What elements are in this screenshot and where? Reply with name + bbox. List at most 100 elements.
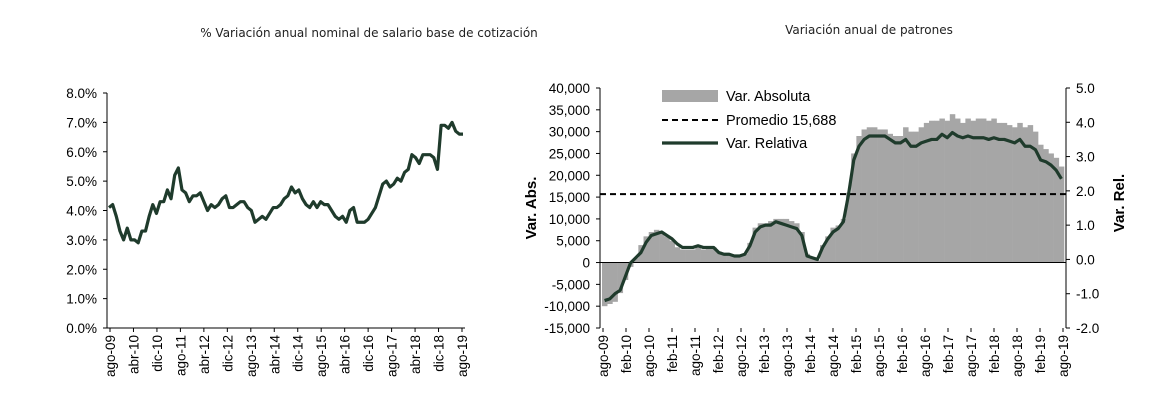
right-chart-y-tick-label: -15,000 [544,321,590,336]
right-chart-x-tick-label: ago-11 [688,335,703,376]
absolute-variation-bar [949,114,956,263]
absolute-variation-bar [726,253,733,263]
absolute-variation-bar [877,129,883,263]
left-y-tick-label: 7.0% [66,115,97,130]
right-chart-y2-tick-label: 5.0 [1076,81,1095,96]
absolute-variation-bar [742,253,748,263]
right-chart-x-tick-label: ago-13 [780,335,795,377]
left-y-tick-label: 4.0% [66,204,97,219]
absolute-variation-bar [980,118,987,263]
right-chart-x-tick-label: feb-17 [941,335,956,373]
legend-label-bars: Var. Absoluta [726,89,811,105]
right-chart-y-tick-label: 25,000 [549,146,590,161]
absolute-variation-bar [975,118,982,263]
right-chart-y-tick-label: 15,000 [549,190,590,205]
left-x-tick-label: abr-18 [408,335,423,374]
absolute-variation-bar [851,153,857,263]
right-chart-x-tick-label: ago-09 [596,335,611,377]
absolute-variation-bar [736,256,743,263]
left-y-tick-label: 3.0% [66,233,97,248]
absolute-variation-bar [612,262,618,302]
absolute-variation-bar [845,192,852,263]
left-x-tick-label: dic-18 [432,335,447,372]
right-chart-x-tick-label: ago-17 [964,335,979,377]
right-chart-y2-tick-label: -2.0 [1076,321,1099,336]
right-chart-y-tick-label: 20,000 [549,168,590,183]
absolute-variation-bar [757,223,764,263]
absolute-variation-bar [830,227,836,263]
absolute-variation-bar [617,262,624,294]
absolute-variation-bar [669,240,675,263]
right-chart-x-tick-label: feb-19 [1033,335,1048,373]
absolute-variation-bar [892,136,899,263]
right-chart-y2-axis-label: Var. Rel. [1111,174,1128,232]
absolute-variation-bar [882,129,888,263]
right-chart-y-axis-label: Var. Abs. [523,177,540,240]
absolute-variation-bar [768,221,774,263]
absolute-variation-bar [820,245,826,263]
absolute-variation-bar [685,249,691,263]
right-chart-y2-tick-label: -1.0 [1076,287,1099,302]
right-chart-y2-tick-label: 2.0 [1076,184,1095,199]
absolute-variation-bar [913,131,919,263]
absolute-variation-bar [887,133,893,263]
absolute-variation-bar [897,136,904,263]
absolute-variation-bar [659,232,665,263]
right-chart-y2-tick-label: 1.0 [1076,218,1095,233]
left-y-tick-label: 2.0% [66,262,97,277]
absolute-variation-bar [778,218,784,263]
right-chart-x-tick-label: ago-12 [734,335,749,377]
absolute-variation-bar [856,136,862,263]
absolute-variation-bar [648,232,655,263]
absolute-variation-bar [954,118,961,263]
absolute-variation-bar [986,120,992,263]
left-x-tick-label: abr-14 [267,335,282,375]
absolute-variation-bar [814,260,821,263]
absolute-variation-bar [835,225,842,263]
right-chart-title: Variación anual de patrones [785,23,953,37]
absolute-variation-bar [721,253,727,263]
legend-swatch-bars [662,90,718,102]
absolute-variation-bar [762,223,769,263]
absolute-variation-bar [799,232,805,263]
absolute-variation-bar [1017,122,1023,263]
absolute-variation-bar [861,129,868,263]
left-x-tick-label: abr-10 [126,335,141,374]
left-y-tick-label: 6.0% [66,145,97,160]
absolute-variation-bar [923,122,930,263]
absolute-variation-bar [747,242,753,263]
absolute-variation-bar [809,258,816,263]
left-x-tick-label: ago-15 [314,335,329,377]
absolute-variation-bar [934,120,940,263]
right-chart-y-tick-label: 10,000 [549,212,590,227]
absolute-variation-bar [866,127,873,263]
left-x-tick-label: ago-13 [244,335,259,377]
right-chart-x-tick-label: feb-15 [849,335,864,373]
absolute-variation-bar [643,236,650,263]
absolute-variation-bar [607,262,613,304]
right-chart-y2-tick-label: 4.0 [1076,115,1095,130]
right-chart-x-tick-label: feb-10 [619,335,634,373]
absolute-variation-bar [622,262,629,280]
absolute-variation-bar [991,118,997,263]
left-chart-title: % Variación anual nominal de salario bas… [200,26,538,40]
absolute-variation-bar [695,247,701,263]
left-y-tick-label: 5.0% [66,174,97,189]
absolute-variation-bar [788,221,795,263]
absolute-variation-bar [944,120,951,263]
absolute-variation-bar [1006,125,1013,263]
right-chart-y-tick-label: 30,000 [549,125,590,140]
absolute-variation-bar [664,236,670,263]
absolute-variation-bar [1048,153,1054,263]
absolute-variation-bar [804,253,810,263]
right-chart-x-tick-label: feb-18 [987,335,1002,373]
legend-label-line: Var. Relativa [726,136,808,152]
right-chart-x-tick-label: ago-18 [1010,335,1025,377]
right-chart-y-tick-label: 0 [582,256,590,271]
right-chart-x-tick-label: feb-11 [665,335,680,372]
left-x-tick-label: dic-12 [220,335,235,372]
left-x-tick-label: dic-16 [361,335,376,372]
absolute-variation-bar [840,218,847,263]
absolute-variation-bar [1053,157,1060,263]
absolute-variation-bar [965,118,971,263]
